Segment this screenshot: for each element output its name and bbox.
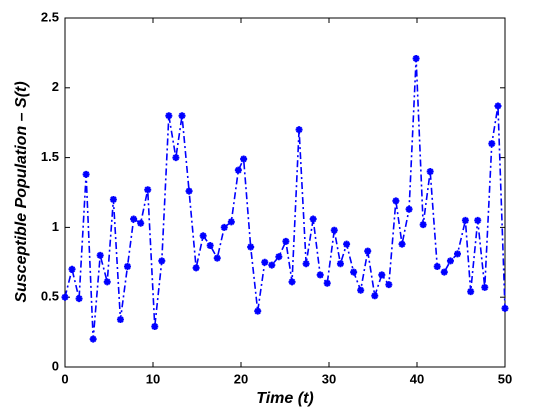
y-axis-title: Susceptible Population – S(t) (13, 81, 30, 302)
data-point (261, 258, 269, 266)
data-point (481, 283, 489, 291)
data-point (371, 292, 379, 300)
data-point (467, 288, 475, 296)
data-point (254, 307, 262, 315)
data-point (185, 187, 193, 195)
data-point (488, 140, 496, 148)
y-tick-label: 1 (52, 219, 59, 234)
data-point (206, 242, 214, 250)
plot-frame (64, 17, 506, 368)
y-tick-label: 0.5 (41, 289, 59, 304)
data-point (96, 251, 104, 259)
data-point (227, 218, 235, 226)
data-point (446, 257, 454, 265)
data-point (75, 295, 83, 303)
data-point (172, 154, 180, 162)
data-point (323, 279, 331, 287)
data-point (144, 186, 152, 194)
data-point (494, 102, 502, 110)
data-point (426, 168, 434, 176)
data-point (398, 240, 406, 248)
data-point (109, 195, 117, 203)
x-tick-label: 0 (61, 371, 68, 386)
data-point (103, 278, 111, 286)
data-point (309, 215, 317, 223)
data-point (501, 304, 509, 312)
y-tick-label: 0 (52, 358, 59, 373)
x-axis-title: Time (t) (256, 390, 313, 407)
data-point (405, 205, 413, 213)
data-point (282, 237, 290, 245)
data-point (68, 265, 76, 273)
x-tick-label: 50 (498, 371, 512, 386)
y-tick-label: 1.5 (41, 149, 59, 164)
data-point (178, 112, 186, 120)
data-point (192, 264, 200, 272)
data-point (433, 262, 441, 270)
data-point (412, 54, 420, 62)
data-point (158, 257, 166, 265)
data-point (220, 223, 228, 231)
data-point (330, 226, 338, 234)
data-point (357, 286, 365, 294)
data-point (316, 271, 324, 279)
data-point (364, 247, 372, 255)
data-point (453, 250, 461, 258)
data-point (343, 240, 351, 248)
data-point (302, 260, 310, 268)
data-point (378, 271, 386, 279)
data-point (247, 243, 255, 251)
data-point (461, 216, 469, 224)
data-point (440, 268, 448, 276)
y-tick-label: 2 (52, 79, 59, 94)
y-tick-label: 2.5 (41, 9, 59, 24)
x-tick-label: 30 (322, 371, 336, 386)
data-point (419, 221, 427, 229)
data-point (213, 254, 221, 262)
data-point (130, 215, 138, 223)
data-point (137, 219, 145, 227)
data-point (474, 216, 482, 224)
data-point (336, 260, 344, 268)
data-point (240, 155, 248, 163)
data-point (61, 293, 69, 301)
data-point (392, 197, 400, 205)
data-point (199, 232, 207, 240)
data-point (123, 262, 131, 270)
data-point (151, 323, 159, 331)
data-point (89, 335, 97, 343)
data-point (268, 261, 276, 269)
data-point (165, 112, 173, 120)
x-tick-label: 40 (410, 371, 424, 386)
x-tick-label: 20 (234, 371, 248, 386)
data-point (275, 253, 283, 261)
data-point (385, 281, 393, 289)
data-point (350, 268, 358, 276)
x-tick-label: 10 (146, 371, 160, 386)
data-point (116, 316, 124, 324)
data-point (288, 278, 296, 286)
data-point (82, 170, 90, 178)
data-point (295, 126, 303, 134)
data-point (234, 166, 242, 174)
